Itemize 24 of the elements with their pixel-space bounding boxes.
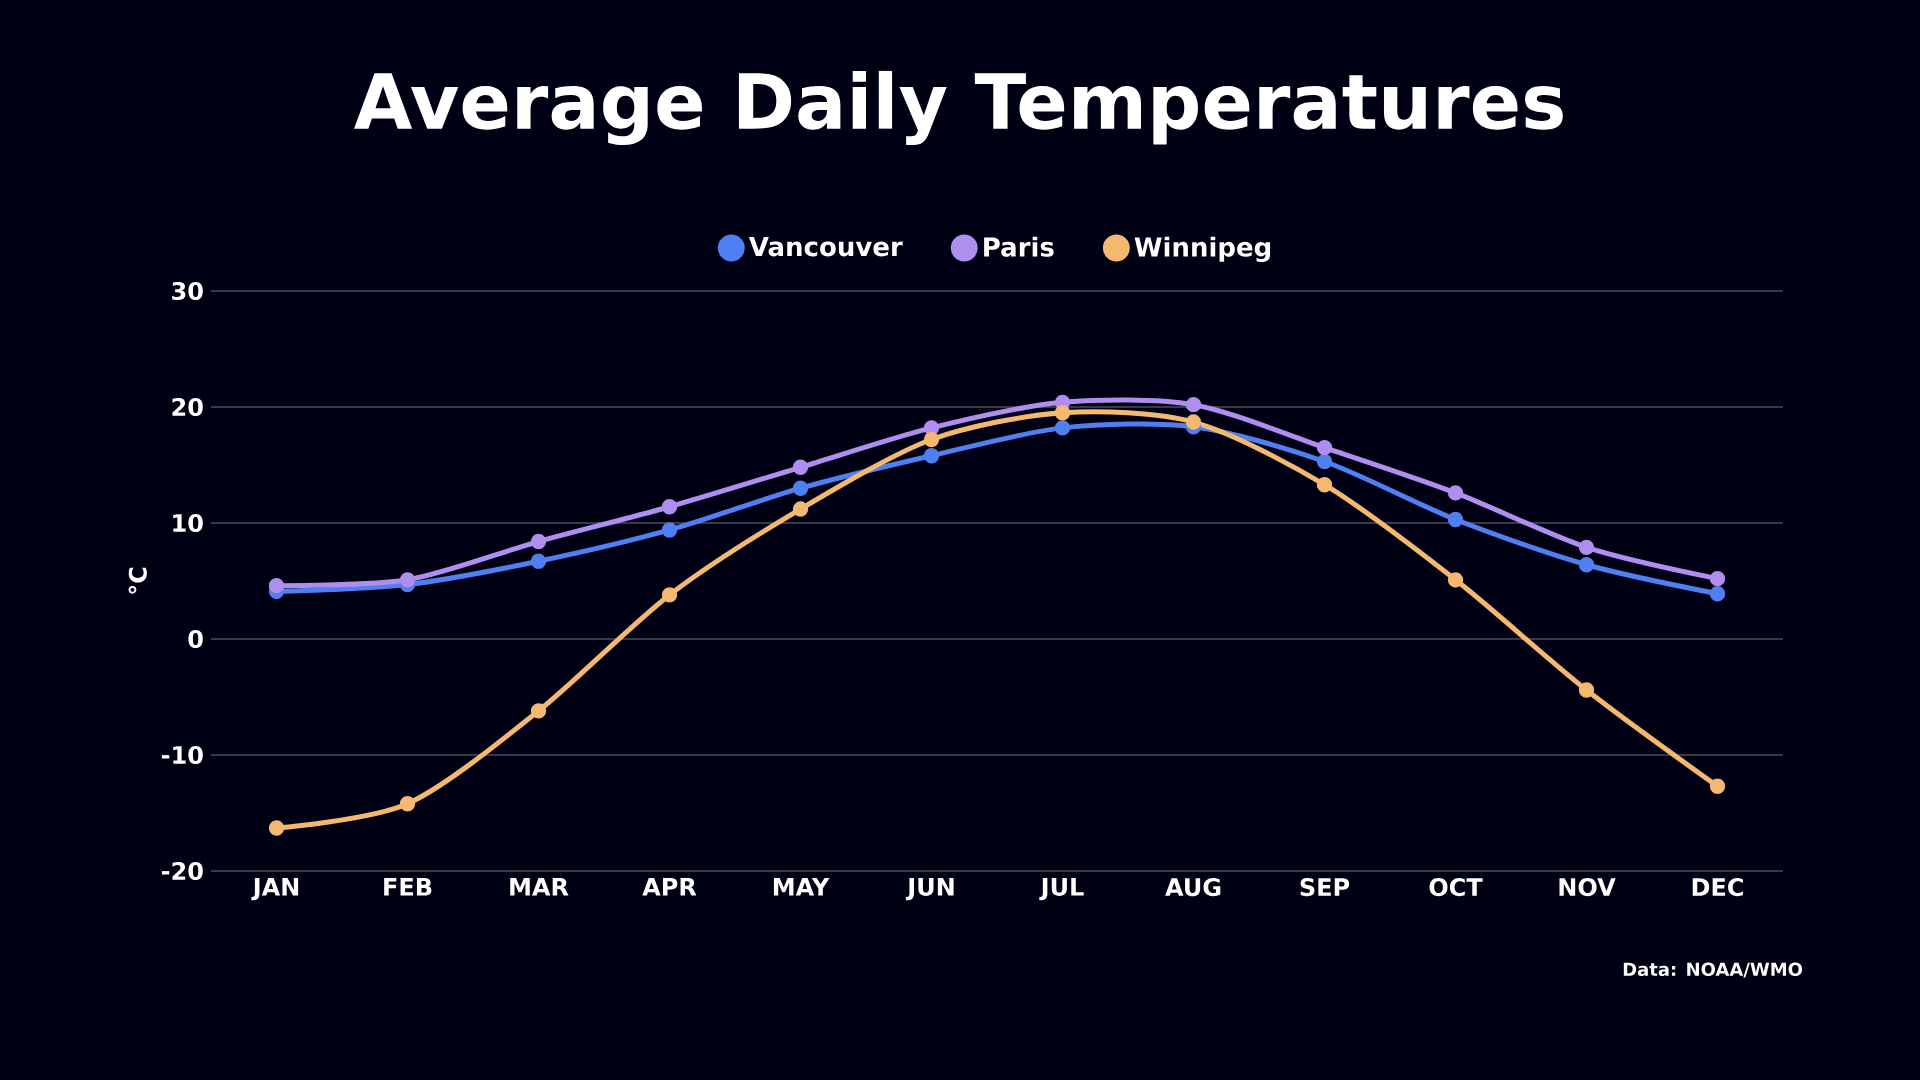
chart-title: Average Daily Temperatures <box>354 70 1563 146</box>
y-tick-label: 10 <box>173 513 203 533</box>
x-tick-label: JAN <box>251 878 299 901</box>
x-tick-label: NOV <box>1559 878 1616 897</box>
text: Data: NOAA/WMO <box>1623 962 1803 978</box>
y-tick-label: 0 <box>188 629 203 649</box>
x-tick-label: MAR <box>510 878 569 896</box>
y-tick-label: -20 <box>161 861 203 881</box>
x-tick-label: MAY <box>773 878 830 896</box>
y-tick-label: 20 <box>172 397 203 417</box>
legend-label: Vancouver <box>748 237 903 257</box>
y-tick-label: -10 <box>161 745 203 765</box>
x-tick-label: APR <box>642 878 697 896</box>
x-tick-label: JUN <box>905 878 954 901</box>
x-tick-label: FEB <box>384 878 432 896</box>
x-tick-label: JUL <box>1039 878 1084 901</box>
legend-label: Paris <box>984 236 1054 257</box>
y-tick-label: 30 <box>172 281 203 301</box>
x-tick-label: SEP <box>1300 878 1350 897</box>
x-tick-label: AUG <box>1165 878 1221 897</box>
x-tick-label: OCT <box>1429 878 1483 897</box>
legend-label: Winnipeg <box>1134 236 1271 263</box>
y-axis-title: °C <box>128 567 147 594</box>
x-tick-label: DEC <box>1692 878 1743 897</box>
